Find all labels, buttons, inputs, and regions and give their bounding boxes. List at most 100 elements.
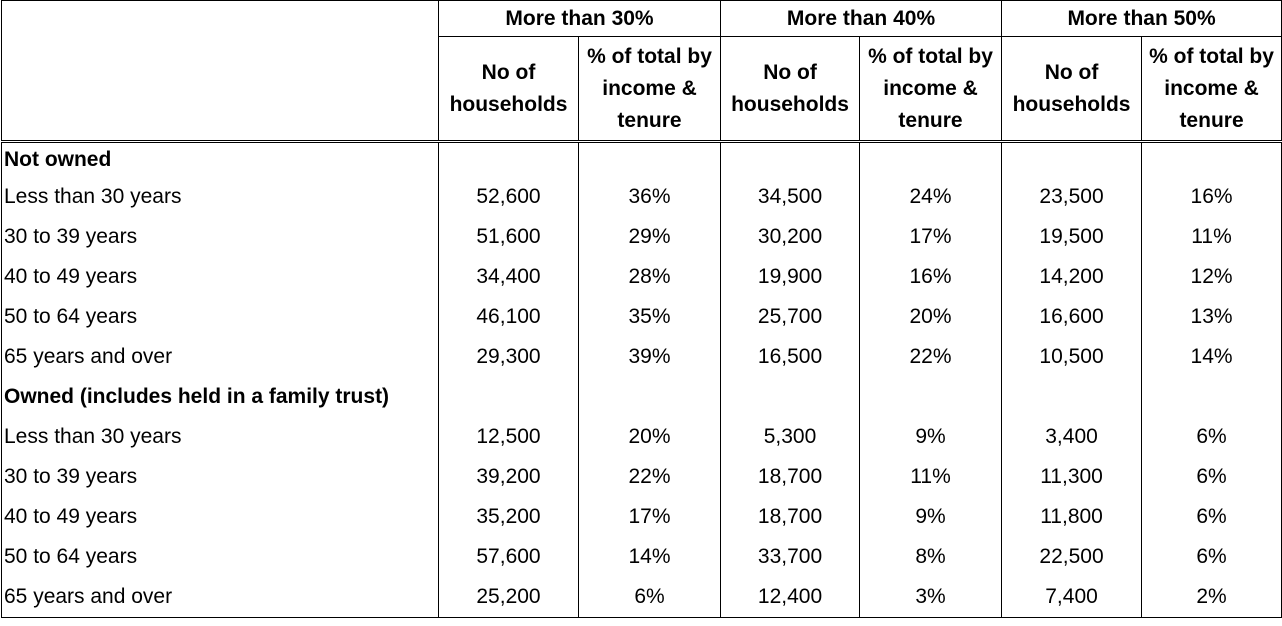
cell-pct-30: 20% [577,417,722,457]
cell-households-30: 25,200 [438,577,579,618]
table-row: 30 to 39 years 51,600 29% 30,200 17% 19,500 11… [1,217,1282,257]
row-label: 40 to 49 years [1,497,439,537]
header-group-50: More than 50% [1001,0,1282,37]
cell-households-40: 18,700 [720,457,861,497]
cell-households-30: 12,500 [438,417,579,457]
cell-households-50: 19,500 [1001,217,1143,257]
cell-pct-30: 6% [577,577,722,618]
header-group-30: More than 30% [437,0,722,37]
table-row: 50 to 64 years 46,100 35% 25,700 20% 16,600 13… [1,297,1282,337]
cell-households-50: 22,500 [1001,537,1143,577]
cell-pct-50: 6% [1141,417,1282,457]
cell-households-30: 35,200 [438,497,579,537]
cell-households-30 [438,377,579,417]
cell-households-50: 16,600 [1001,297,1143,337]
header-pct-40: % of total by income & tenure [859,36,1003,143]
header-households-40: No of households [720,36,861,143]
cell-households-40: 30,200 [720,217,861,257]
cell-households-30 [438,141,579,177]
header-pct-line1: % of total by [587,44,712,68]
header-pct-50: % of total by income & tenure [1141,36,1282,143]
cell-households-30: 39,200 [438,457,579,497]
cell-pct-30: 17% [577,497,722,537]
row-label: 65 years and over [1,577,439,618]
header-households-line1: No of [481,60,536,84]
header-pct-line1: % of total by [1149,44,1274,68]
cell-households-30: 46,100 [438,297,579,337]
table-row: 65 years and over 25,200 6% 12,400 3% 7,400 2% [1,577,1282,618]
header-pct-line3: tenure [898,108,963,132]
section-header-row: Not owned [1,141,1282,177]
header-corner-cell [1,0,439,143]
cell-households-30: 52,600 [438,177,579,217]
cell-pct-40: 22% [859,337,1003,377]
header-pct-line2: income & [883,76,978,100]
row-label: Less than 30 years [1,177,439,217]
header-sub-row: No of households % of total by income & ten… [2,36,1282,143]
cell-households-50: 11,800 [1001,497,1143,537]
cell-pct-40 [859,141,1003,177]
row-label: 50 to 64 years [1,537,439,577]
row-label: 50 to 64 years [1,297,439,337]
header-households-50: No of households [1001,36,1143,143]
header-households-line1: No of [1044,60,1099,84]
cell-pct-40: 17% [859,217,1003,257]
cell-households-40: 25,700 [720,297,861,337]
cell-households-40: 34,500 [720,177,861,217]
cell-pct-50: 16% [1141,177,1282,217]
header-pct-30: % of total by income & tenure [577,36,722,143]
cell-households-40 [720,377,861,417]
cell-households-30: 34,400 [438,257,579,297]
row-label: 40 to 49 years [1,257,439,297]
cell-households-50: 14,200 [1001,257,1143,297]
table-row: 50 to 64 years 57,600 14% 33,700 8% 22,500 6% [1,537,1282,577]
cell-pct-40: 20% [859,297,1003,337]
cell-pct-30: 35% [577,297,722,337]
table-header: More than 30% More than 40% More than 50… [1,0,1282,143]
header-pct-line2: income & [1164,76,1259,100]
cell-pct-40: 9% [859,497,1003,537]
cell-pct-50: 12% [1141,257,1282,297]
cell-pct-30: 39% [577,337,722,377]
cell-pct-40: 3% [859,577,1003,618]
cell-households-50: 3,400 [1001,417,1143,457]
header-households-line2: households [449,92,568,116]
header-pct-line1: % of total by [868,44,993,68]
cell-households-50: 11,300 [1001,457,1143,497]
cell-households-50 [1001,377,1143,417]
cell-pct-40: 24% [859,177,1003,217]
row-label: 30 to 39 years [1,217,439,257]
cell-households-40: 33,700 [720,537,861,577]
cell-households-50: 23,500 [1001,177,1143,217]
cell-pct-50: 6% [1141,497,1282,537]
cell-pct-50: 11% [1141,217,1282,257]
table-row: 40 to 49 years 34,400 28% 19,900 16% 14,200 12… [1,257,1282,297]
table-row: 40 to 49 years 35,200 17% 18,700 9% 11,800 6% [1,497,1282,537]
cell-households-50: 10,500 [1001,337,1143,377]
cell-households-30: 57,600 [438,537,579,577]
cell-pct-50: 13% [1141,297,1282,337]
cell-households-40: 16,500 [720,337,861,377]
cell-pct-50 [1141,377,1282,417]
cell-pct-50: 14% [1141,337,1282,377]
cell-households-30: 51,600 [438,217,579,257]
cell-households-40: 5,300 [720,417,861,457]
table-row: Less than 30 years 52,600 36% 34,500 24% 23,5… [1,177,1282,217]
row-label: Less than 30 years [1,417,439,457]
cell-pct-50 [1141,141,1282,177]
cell-pct-50: 6% [1141,457,1282,497]
cell-pct-30 [577,141,722,177]
cell-households-40: 18,700 [720,497,861,537]
section-label: Not owned [1,141,439,177]
cell-households-40: 19,900 [720,257,861,297]
cell-households-50: 7,400 [1001,577,1143,618]
cell-pct-40: 9% [859,417,1003,457]
header-households-line1: No of [763,60,817,84]
header-pct-line3: tenure [1179,108,1244,132]
header-households-30: No of households [438,36,579,143]
cell-pct-30: 22% [577,457,722,497]
header-group-row: More than 30% More than 40% More than 50… [1,0,1282,143]
cell-pct-30: 14% [577,537,722,577]
cell-pct-30: 28% [577,257,722,297]
